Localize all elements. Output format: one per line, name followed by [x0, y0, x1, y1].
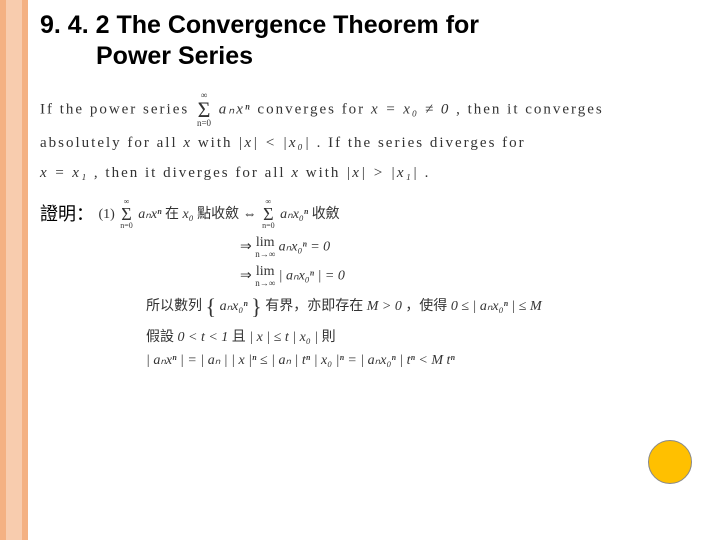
- proof-label: 證明：: [40, 200, 94, 226]
- title-line-1: 9. 4. 2 The Convergence Theorem for: [40, 11, 479, 39]
- sum-icon: ∞ Σ n=0: [262, 198, 275, 230]
- proof-line-5: 假設 0 < t < 1 且 | x | ≤ t | x₀ | 則: [40, 326, 700, 346]
- proof-section: 證明： (1) ∞ Σ n=0 aₙxⁿ 在 x₀ 點收斂 ⇔ ∞ Σ n=0 …: [40, 198, 700, 369]
- lim-icon: lim n→∞: [255, 236, 275, 259]
- accent-circle: [648, 440, 692, 484]
- title-line-2: Power Series: [40, 41, 700, 72]
- proof-line-6: | aₙxⁿ | = | aₙ | | x |ⁿ ≤ | aₙ | tⁿ | x…: [40, 352, 700, 369]
- theorem-statement: If the power series ∞ Σ n=0 aₙxⁿ converg…: [40, 91, 700, 189]
- slide-content: 9. 4. 2 The Convergence Theorem for Powe…: [40, 10, 700, 375]
- theorem-prefix: If the power series: [40, 101, 195, 117]
- proof-line-1: 證明： (1) ∞ Σ n=0 aₙxⁿ 在 x₀ 點收斂 ⇔ ∞ Σ n=0 …: [40, 198, 700, 230]
- slide-title: 9. 4. 2 The Convergence Theorem for Powe…: [40, 10, 700, 73]
- sum-symbol: ∞ Σ n=0: [197, 91, 211, 129]
- left-accent-stripe: [0, 0, 28, 540]
- sum-icon: ∞ Σ n=0: [120, 198, 133, 230]
- left-accent-stripe-inner: [6, 0, 22, 540]
- proof-line-4: 所以數列 { aₙx₀ⁿ } 有界，亦即存在 M > 0 ，使得 0 ≤ | a…: [40, 294, 700, 320]
- theorem-term: aₙxⁿ: [219, 101, 252, 117]
- proof-line-2: ⇒ lim n→∞ aₙx₀ⁿ = 0: [40, 236, 700, 259]
- proof-line-3: ⇒ lim n→∞ | aₙx₀ⁿ | = 0: [40, 265, 700, 288]
- lim-icon: lim n→∞: [255, 265, 275, 288]
